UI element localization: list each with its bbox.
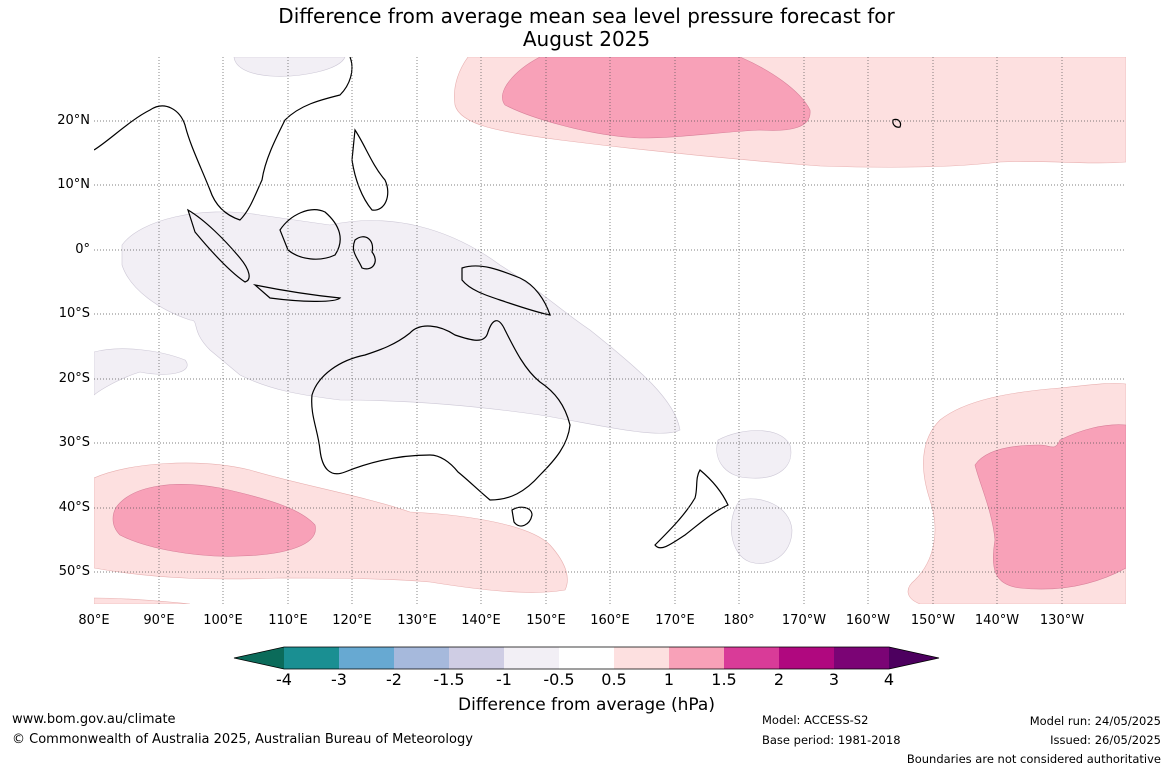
base-period: Base period: 1981-2018 [762,733,901,747]
lon-label: 160°W [845,613,891,628]
anomaly-region-west-indian [94,348,188,396]
lon-label: 100°E [203,613,243,628]
hawaii-coast [892,118,902,128]
model-name: Model: ACCESS-S2 [762,713,869,727]
colorbar-tick: 1 [663,670,675,689]
lon-label: 130°W [1039,613,1085,628]
colorbar-label: Difference from average (hPa) [458,695,715,715]
colorbar-tick: 3 [828,670,840,689]
lat-label: 40°S [58,500,90,515]
colorbar-tick: -0.5 [543,670,575,689]
tasmania-coast [511,506,533,527]
lon-label: 170°W [781,613,827,628]
anomaly-region-south-fringe [94,597,191,604]
lon-label: 150°E [526,613,566,628]
lon-label: 140°W [974,613,1020,628]
lon-label: 80°E [78,613,110,628]
colorbar-high-extension [889,647,939,669]
borneo-coast [279,209,341,260]
lon-label: 110°E [268,613,308,628]
coastlines [94,57,902,549]
australia-coast [311,320,571,501]
lon-label: 120°E [332,613,372,628]
philippines-coast [351,128,389,211]
lat-label: 0° [75,242,90,257]
colorbar-segment [394,647,449,669]
lon-label: 160°E [590,613,630,628]
lon-label: 130°E [397,613,437,628]
lat-label: 20°N [57,113,90,128]
new-guinea-coast [461,265,551,316]
anomaly-region-new-zealand-east [730,498,793,564]
colorbar-outline [233,646,940,670]
anomaly-region-southeast-pacific-core [974,424,1126,590]
asia-coast [94,57,353,221]
colorbar-tick: 4 [883,670,895,689]
lat-label: 20°S [58,371,90,386]
colorbar-low-extension [234,647,284,669]
lon-label: 150°W [910,613,956,628]
anomaly-region-maritime-australia [121,211,681,434]
anomaly-region-north-pacific-core [502,57,811,139]
sumatra-coast [186,208,250,283]
colorbar-tick: 0.5 [601,670,627,689]
new-zealand-coast [654,469,729,549]
colorbar-tick: -1.5 [433,670,465,689]
model-run-date: Model run: 24/05/2025 [1029,714,1161,728]
chart-title-line-1: Difference from average mean sea level p… [278,4,895,28]
colorbar-tick: -2 [386,670,402,689]
sulawesi-coast [352,236,376,270]
lon-label: 170°E [655,613,695,628]
issued-date: Issued: 26/05/2025 [1050,733,1161,747]
anomaly-region-north-fragment [233,57,346,77]
colorbar-segment [669,647,724,669]
boundary-disclaimer: Boundaries are not considered authoritat… [906,752,1161,766]
colorbar-segment [559,647,614,669]
lon-label: 90°E [143,613,175,628]
colorbar-segment [449,647,504,669]
colorbar-tick: 2 [773,670,785,689]
lat-label: 10°S [58,306,90,321]
anomaly-region-tasman [716,430,792,479]
java-coast [252,283,342,302]
lon-label: 180° [723,613,755,628]
lon-label: 140°E [461,613,501,628]
anomaly-region-south-indian-core [112,484,316,557]
graticule [94,57,1126,604]
colorbar-tick: -4 [276,670,292,689]
colorbar-tick: -1 [496,670,512,689]
colorbar-segment [339,647,394,669]
copyright-notice: © Commonwealth of Australia 2025, Austra… [12,732,473,747]
colorbar-segment [779,647,834,669]
lat-label: 30°S [58,435,90,450]
colorbar-segment [284,647,339,669]
lat-label: 10°N [57,177,90,192]
website-link[interactable]: www.bom.gov.au/climate [12,712,176,727]
colorbar-segment [504,647,559,669]
lat-label: 50°S [58,564,90,579]
chart-title-line-2: August 2025 [522,27,651,51]
colorbar-segment [724,647,779,669]
colorbar-segment [834,647,889,669]
colorbar-tick: 1.5 [711,670,737,689]
colorbar-tick: -3 [331,670,347,689]
colorbar-segment [614,647,669,669]
